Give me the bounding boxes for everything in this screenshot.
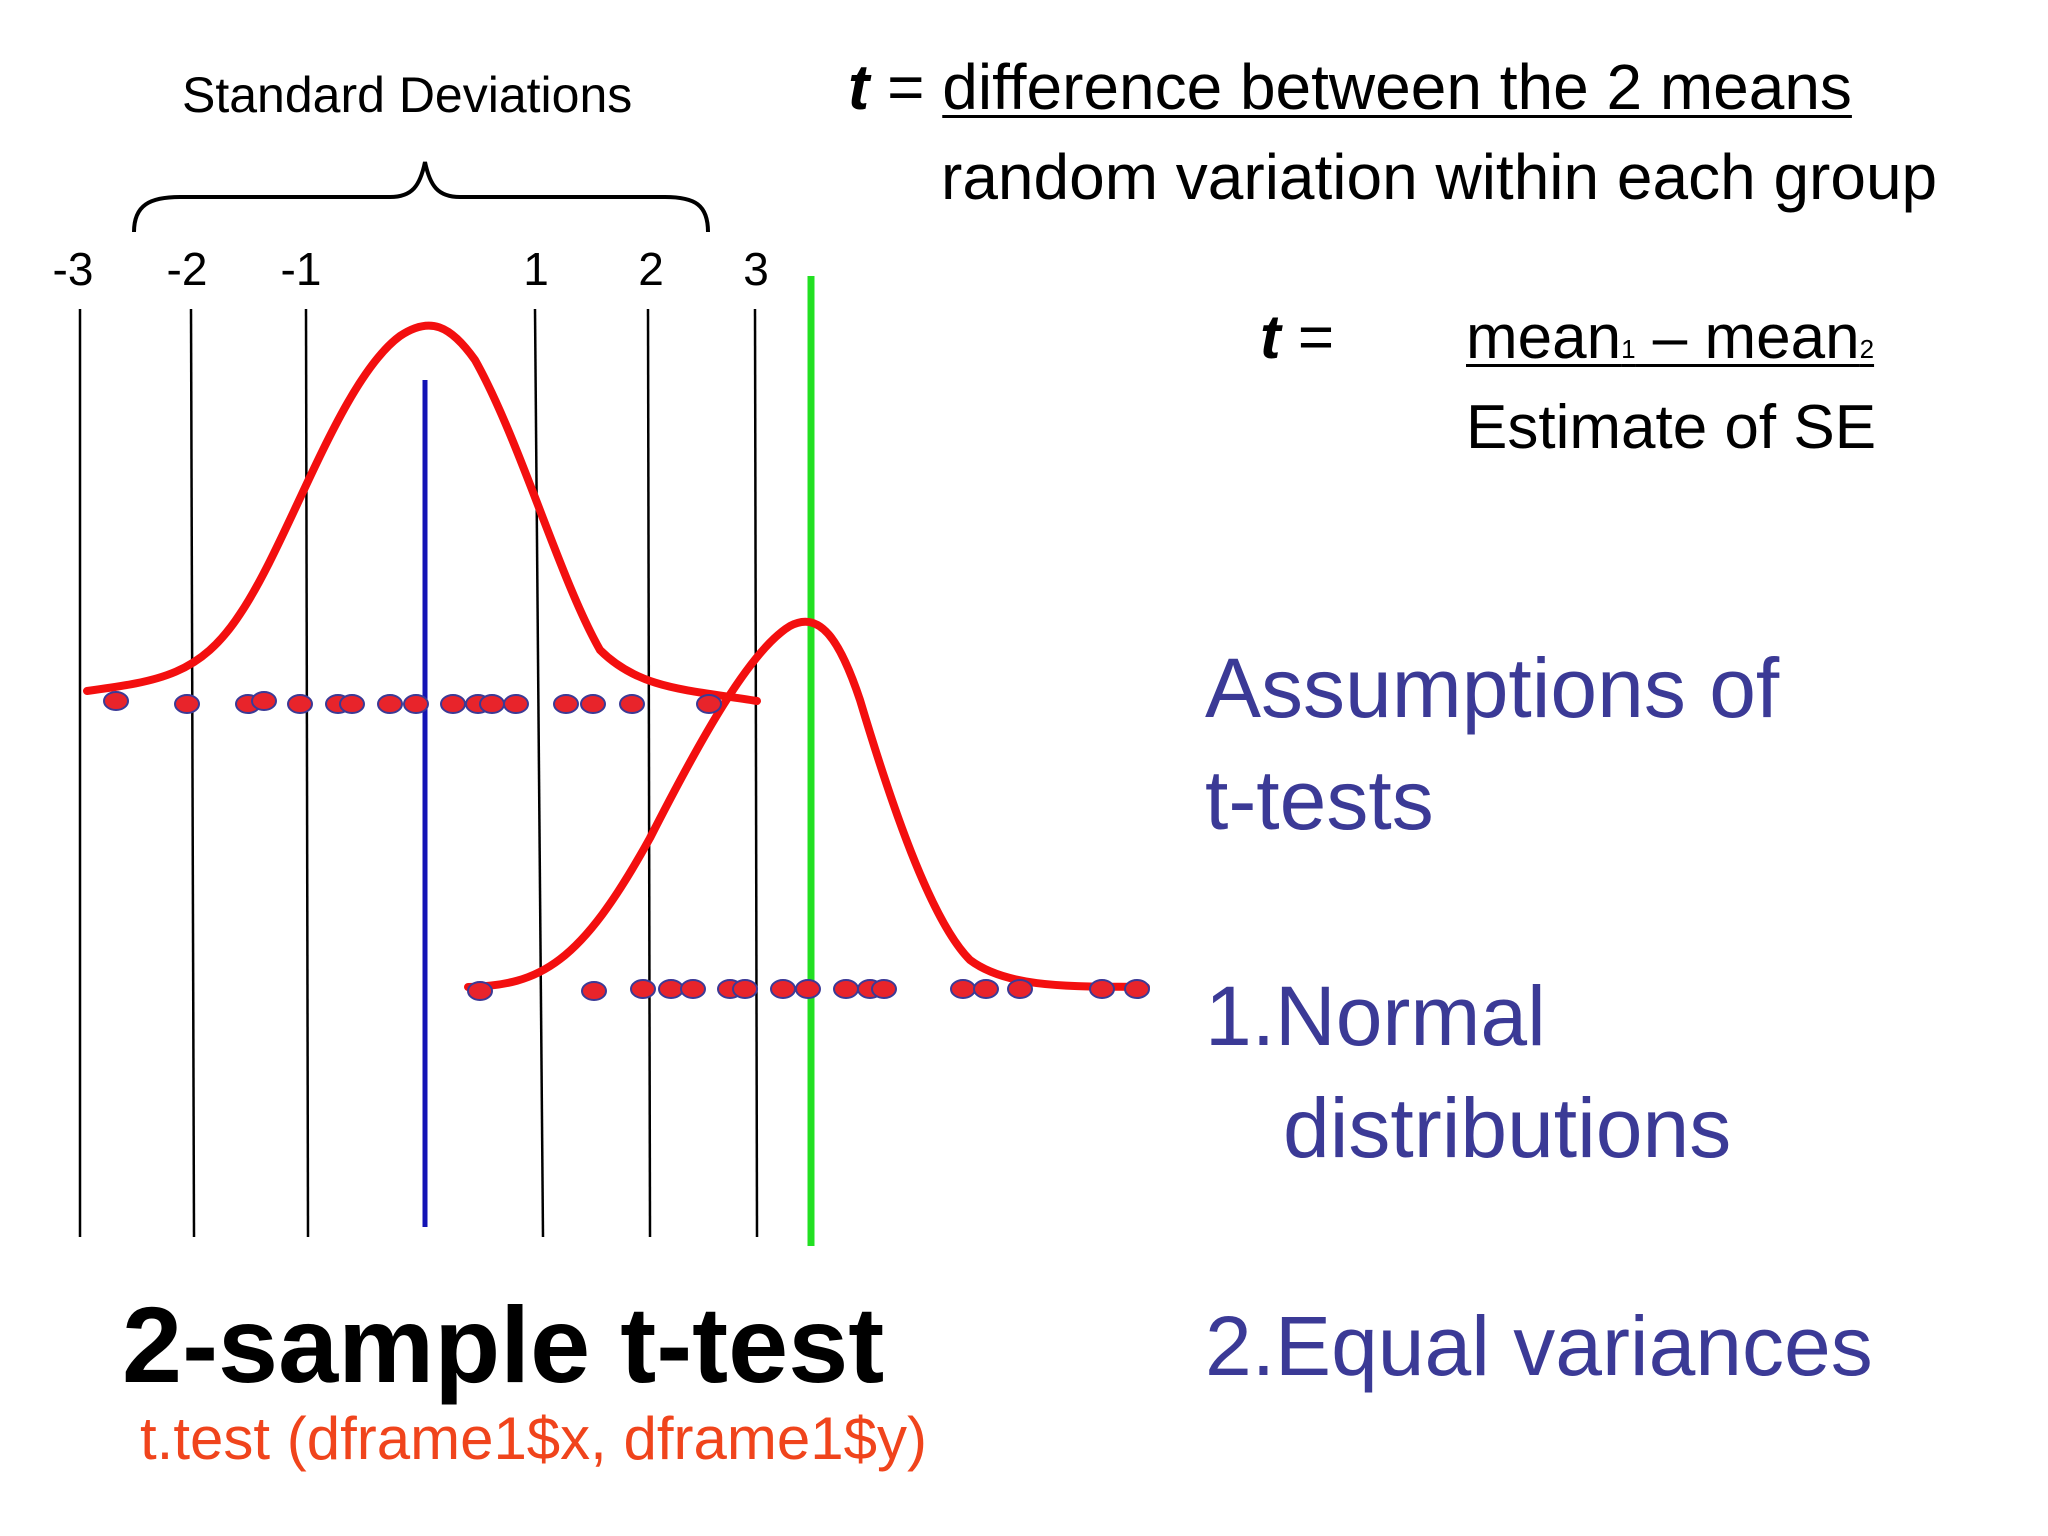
data-point — [973, 979, 999, 999]
data-point — [377, 694, 403, 714]
data-point — [950, 979, 976, 999]
group2-normal-curve — [464, 617, 1150, 991]
data-point — [103, 691, 129, 711]
formula2-minus-mean2: – mean — [1635, 303, 1860, 372]
data-point — [696, 694, 722, 714]
data-point — [440, 694, 466, 714]
data-point — [658, 979, 684, 999]
data-point — [251, 691, 277, 711]
data-point — [871, 979, 897, 999]
formula-t-definition: t = difference between the 2 means — [848, 50, 1852, 124]
data-point — [339, 694, 365, 714]
sd-brace — [132, 161, 710, 233]
data-point — [770, 979, 796, 999]
data-point — [581, 981, 607, 1001]
sd-line — [189, 308, 196, 1238]
sd-tick-labels: -3 -2 -1 1 2 3 — [53, 243, 769, 295]
data-point — [1124, 979, 1150, 999]
data-point — [619, 694, 645, 714]
data-point — [795, 979, 821, 999]
assumption-1-line2: distributions — [1283, 1081, 1732, 1175]
formula2-denominator: Estimate of SE — [1466, 393, 1877, 462]
data-point — [403, 694, 429, 714]
data-point — [553, 694, 579, 714]
data-point — [174, 694, 200, 714]
data-point — [479, 694, 505, 714]
sd-caption: Standard Deviations — [182, 67, 633, 123]
data-point — [732, 979, 758, 999]
sd-line — [753, 308, 759, 1238]
sd-gridlines — [78, 308, 759, 1238]
sd-tick-label: -2 — [167, 243, 208, 295]
data-point — [680, 979, 706, 999]
assumption-1-line1: 1.Normal — [1205, 969, 1546, 1063]
assumptions-title-line2: t-tests — [1205, 753, 1434, 847]
formula2-mean1: mean — [1466, 303, 1622, 372]
formula2-sub2: 2 — [1859, 334, 1875, 364]
data-point — [630, 979, 656, 999]
assumption-2: 2.Equal variances — [1205, 1299, 1873, 1393]
sd-tick-label: 3 — [743, 243, 769, 295]
sd-line — [304, 308, 310, 1238]
sd-tick-label: 2 — [638, 243, 664, 295]
formula2-numerator: mean1 – mean2 — [1466, 302, 1874, 373]
group1-normal-curve — [83, 321, 761, 705]
data-point — [503, 694, 529, 714]
data-point — [287, 694, 313, 714]
formula-numerator: difference between the 2 means — [942, 51, 1852, 123]
formula-denominator: random variation within each group — [941, 141, 1938, 213]
formula-equals: = — [869, 51, 943, 123]
group2-data-points — [467, 979, 1150, 1001]
formula-t-symbol: t — [848, 51, 870, 123]
sd-tick-label: -3 — [53, 243, 94, 295]
main-title: 2-sample t-test — [122, 1284, 885, 1405]
sd-tick-label: -1 — [281, 243, 322, 295]
data-point — [1007, 979, 1033, 999]
data-point — [467, 981, 493, 1001]
assumptions-title-line1: Assumptions of — [1205, 641, 1780, 735]
data-point — [580, 694, 606, 714]
formula2-t-symbol: t — [1260, 303, 1281, 372]
r-code: t.test (dframe1$x, dframe1$y) — [140, 1405, 927, 1472]
group1-data-points — [103, 691, 722, 714]
sd-line — [646, 308, 652, 1238]
formula2-lhs: t = — [1260, 302, 1334, 373]
formula2-sub1: 1 — [1621, 334, 1636, 364]
formula2-equals: = — [1280, 303, 1335, 372]
sd-tick-label: 1 — [523, 243, 549, 295]
data-point — [833, 979, 859, 999]
data-point — [1089, 979, 1115, 999]
sd-line — [533, 308, 545, 1238]
